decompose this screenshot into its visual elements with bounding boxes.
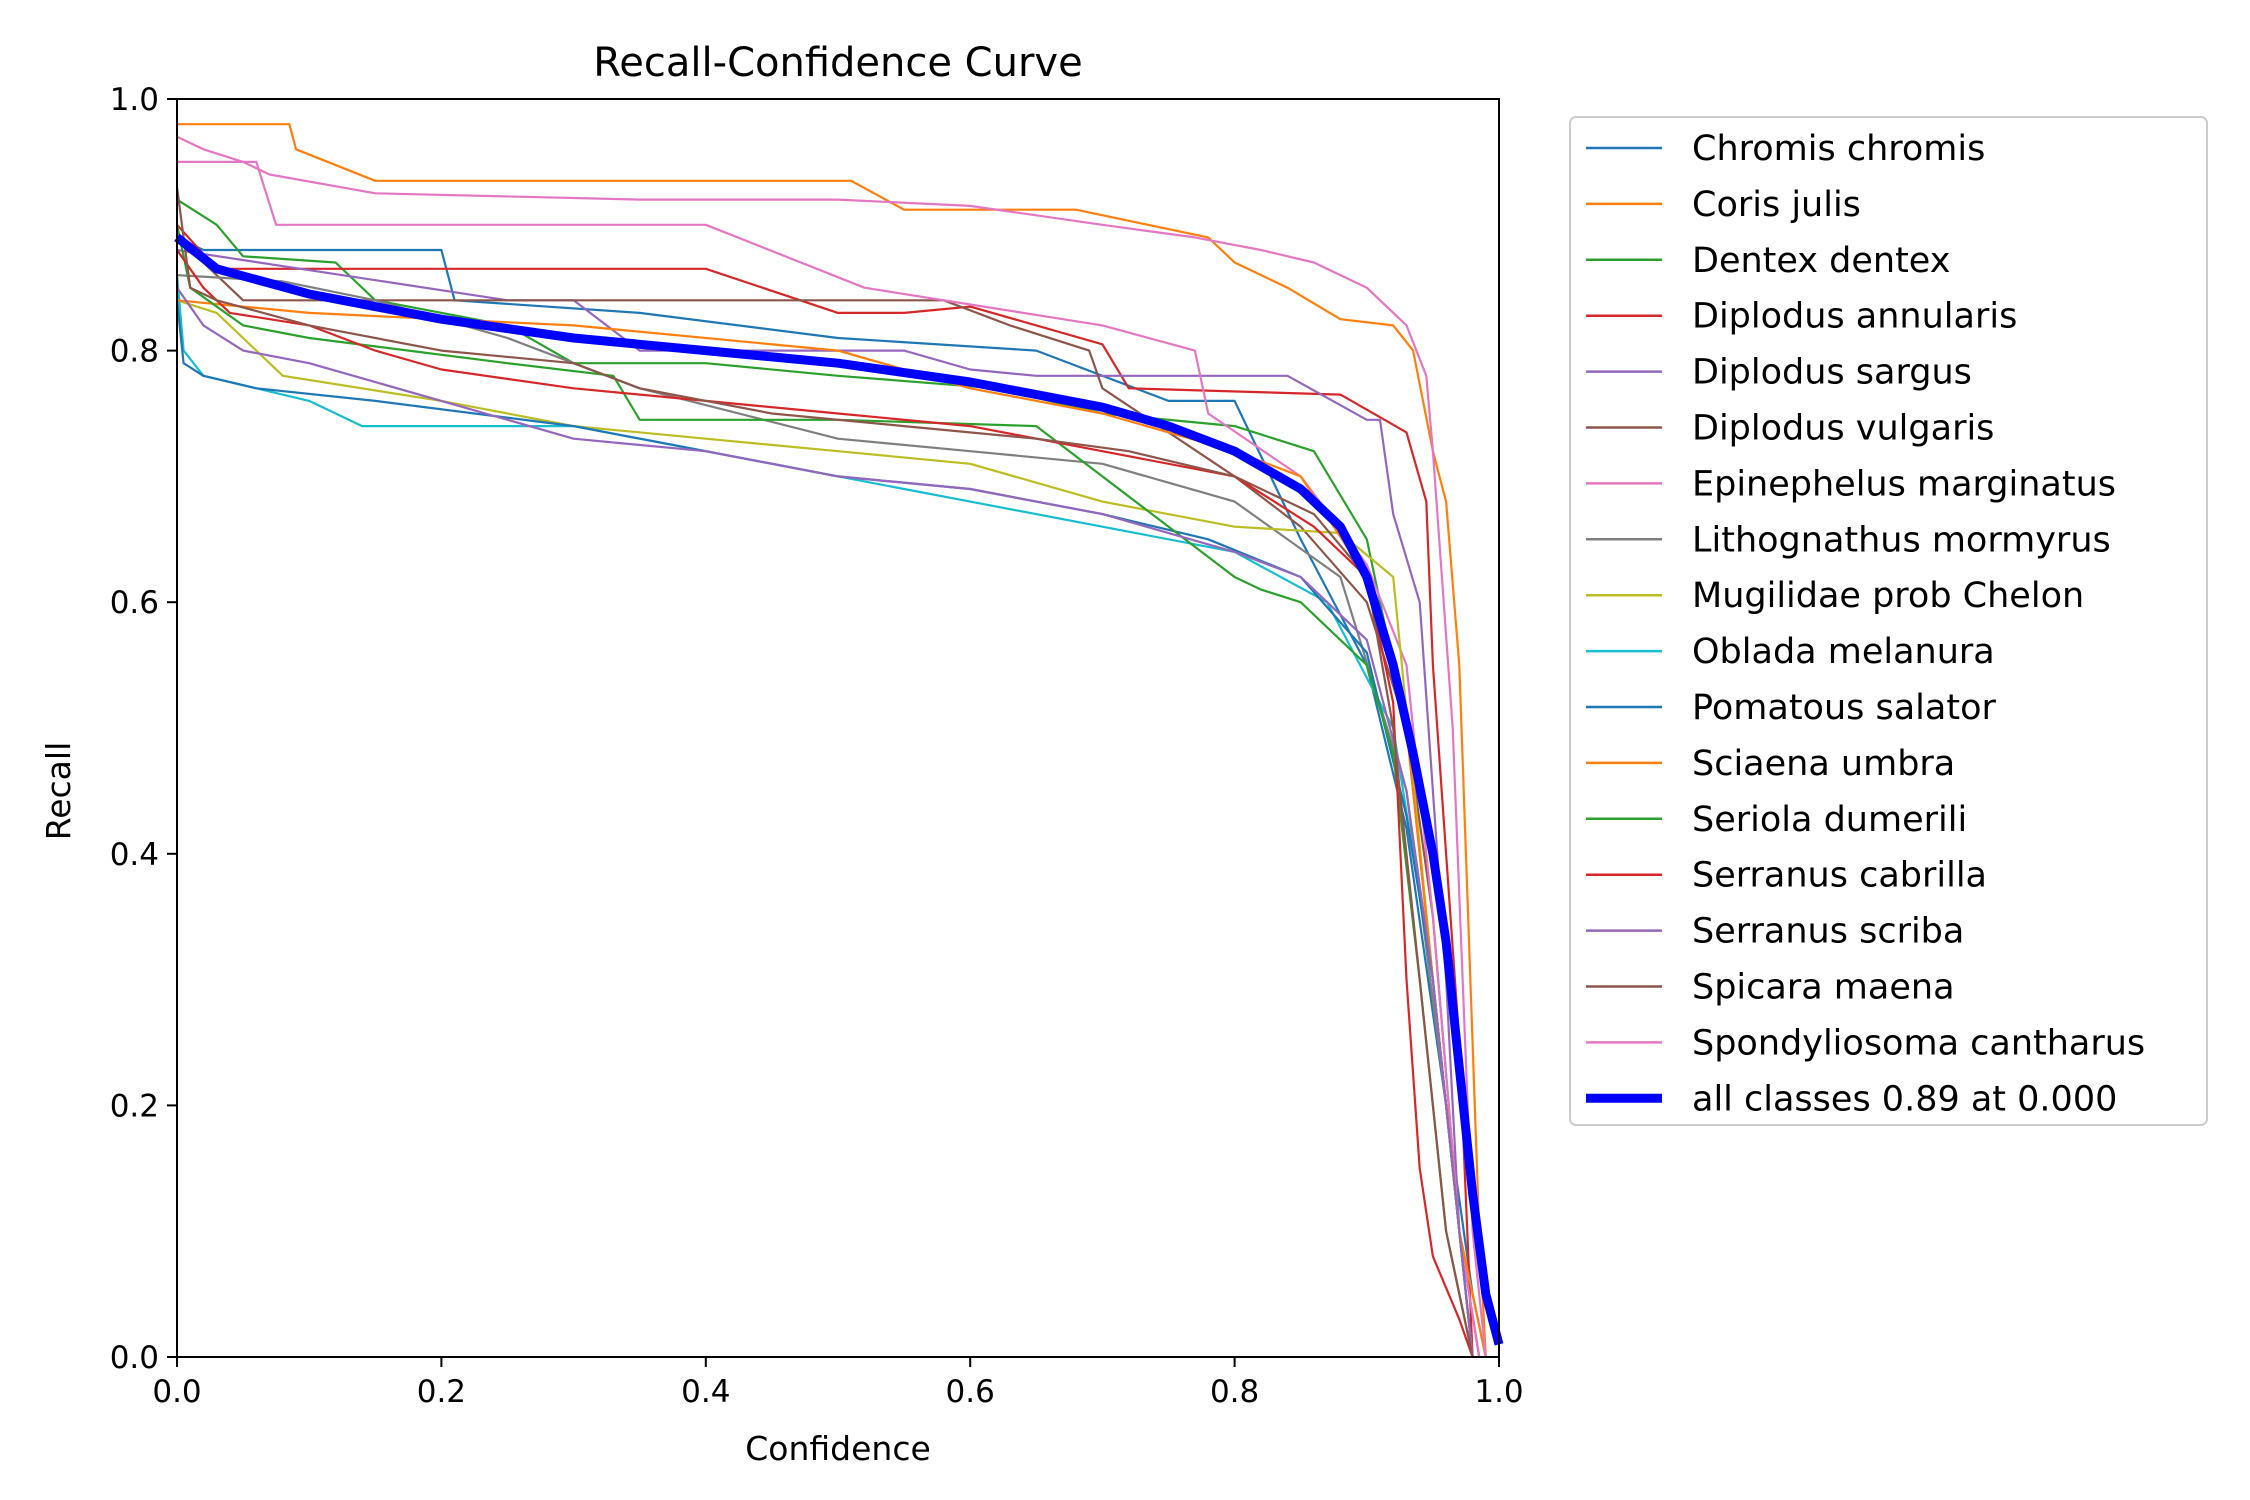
y-tick-label: 0.8 [110, 334, 159, 370]
legend-entry-label: Epinephelus marginatus [1692, 464, 2116, 504]
x-tick-label: 0.4 [681, 1374, 730, 1410]
legend-entry-label: Oblada melanura [1692, 632, 1995, 672]
series-line-serranus-scriba [176, 287, 1474, 1358]
series-line-chromis-chromis [176, 236, 1487, 1358]
series-line-coris-julis [177, 123, 1487, 1358]
x-tick-label: 0.6 [946, 1374, 995, 1410]
legend-frame [1569, 116, 2208, 1126]
y-tick-label: 0.2 [110, 1088, 159, 1124]
x-tick-label: 0.8 [1210, 1374, 1259, 1410]
series-line-all-classes-0-89-at-0-000 [174, 233, 1504, 1346]
series-line-diplodus-annularis [176, 224, 1474, 1358]
legend-entry-label: Diplodus vulgaris [1692, 409, 1994, 449]
series-line-seriola-dumerili [175, 224, 1474, 1358]
y-axis-ticks: 0.0 0.2 0.4 0.6 0.8 1.0 [110, 82, 177, 1376]
plot-frame [176, 98, 1500, 1358]
legend-entry-label: Pomatous salator [1692, 688, 1996, 728]
legend-entry-label: Spicara maena [1692, 968, 1955, 1008]
y-tick-label: 0.6 [110, 585, 159, 621]
y-tick-label: 0.0 [110, 1340, 159, 1376]
x-axis-ticks: 0.0 0.2 0.4 0.6 0.8 1.0 [152, 1357, 1524, 1410]
series-line-diplodus-vulgaris [176, 236, 1481, 1358]
legend-entry-label: Serranus cabrilla [1692, 856, 1987, 896]
legend-entry-label: Diplodus annularis [1692, 297, 2017, 337]
x-tick-label: 0.0 [152, 1374, 201, 1410]
legend-entry-label: Spondyliosoma cantharus [1692, 1023, 2145, 1063]
x-tick-label: 0.2 [417, 1374, 466, 1410]
legend-entry-label: Chromis chromis [1692, 129, 1985, 169]
y-tick-label: 1.0 [110, 82, 159, 118]
y-tick-label: 0.4 [110, 837, 159, 873]
legend-entry-label: Mugilidae prob Chelon [1692, 576, 2084, 616]
series-group [174, 123, 1504, 1358]
x-tick-label: 1.0 [1474, 1374, 1523, 1410]
legend-entry-label: Sciaena umbra [1692, 744, 1955, 784]
chart-title: Recall-Confidence Curve [593, 40, 1082, 86]
legend-entry-label: Coris julis [1692, 185, 1861, 225]
legend-entry-label: Seriola dumerili [1692, 800, 1967, 840]
series-line-diplodus-sargus [176, 248, 1474, 1358]
legend-entry-label: Diplodus sargus [1692, 353, 1972, 393]
series-line-epinephelus-marginatus [177, 160, 1481, 1358]
legend: Chromis chromis Coris julis Dentex dentex D… [1569, 116, 2208, 1126]
legend-entry-label: Serranus scriba [1692, 912, 1964, 952]
plot-area [174, 98, 1504, 1358]
series-line-spondyliosoma-cantharus [176, 135, 1487, 1358]
legend-entry-label: Lithognathus mormyrus [1692, 520, 2111, 560]
legend-entry-label: Dentex dentex [1692, 241, 1950, 281]
series-line-spicara-maena [175, 186, 1474, 1358]
legend-entry-label: all classes 0.89 at 0.000 [1692, 1079, 2117, 1119]
y-axis-label: Recall [39, 742, 78, 840]
x-axis-label: Confidence [745, 1429, 931, 1468]
